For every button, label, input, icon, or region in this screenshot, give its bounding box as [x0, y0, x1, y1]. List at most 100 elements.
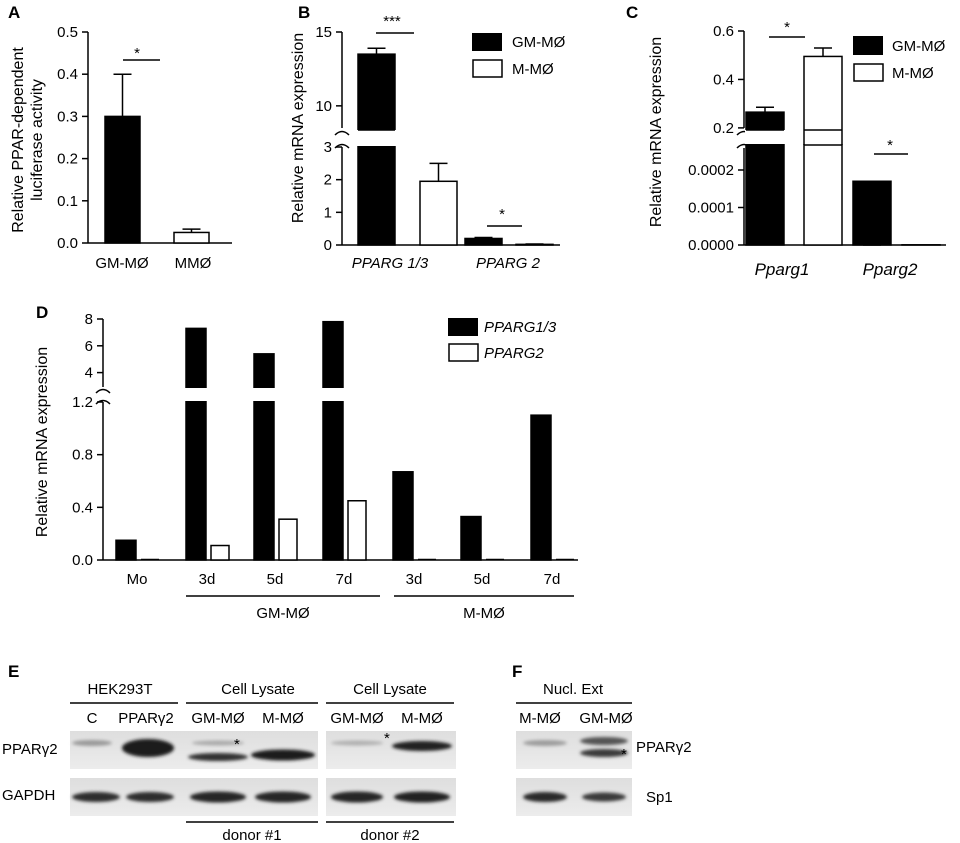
chart-d-ytick-label: 4 [85, 365, 93, 382]
chart-b-ytick-label: 0 [324, 237, 332, 254]
chart-d-bar [392, 471, 414, 561]
chart-d-ytick-label: 0.0 [72, 552, 93, 569]
chart-b-legend-swatch-filled [472, 33, 502, 51]
chart-d-xtick-label: 5d [474, 571, 491, 588]
chart-a-bar [104, 115, 141, 244]
chart-d-xtick-label: Mo [127, 571, 148, 588]
blot-e-donor-label: donor #1 [222, 827, 281, 843]
chart-c-xtick-label: Pparg2 [863, 260, 918, 279]
chart-b: Relative mRNA expression PPARG 1/3 PPARG… [290, 13, 566, 272]
blot-e-lane-label: C [87, 710, 98, 727]
chart-a-ytick-label: 0.4 [57, 66, 78, 83]
chart-d-ylabel: Relative mRNA expression [34, 347, 51, 537]
blot-e-group-label: Cell Lysate [353, 681, 427, 698]
chart-c-ytick-label: 0.2 [713, 120, 734, 137]
blot-e-row-label: PPARγ2 [2, 741, 58, 758]
chart-c-ytick-label: 0.6 [713, 23, 734, 40]
chart-d-xtick-label: 7d [336, 571, 353, 588]
blot-band [582, 792, 626, 802]
chart-b-legend-label: M-MØ [512, 61, 554, 78]
chart-b-xtick-label: PPARG 1/3 [352, 255, 429, 272]
chart-c-legend-label: M-MØ [892, 65, 934, 82]
chart-a-ytick-label: 0.0 [57, 235, 78, 252]
chart-d-bar [460, 515, 482, 561]
chart-d-bar [322, 320, 344, 561]
chart-d-xtick-label: 3d [199, 571, 216, 588]
blot-f-star: * [621, 746, 627, 763]
chart-d-break-gap [185, 388, 207, 401]
chart-c-break-gap [745, 130, 786, 144]
blot-e-lane-label: PPARγ2 [118, 710, 174, 727]
blot-e-star: * [384, 730, 390, 747]
chart-d-legend-label: PPARG1/3 [484, 319, 557, 336]
chart-d-xtick-label: 3d [406, 571, 423, 588]
blot-band [523, 792, 567, 802]
chart-b-xtick-label: PPARG 2 [476, 255, 541, 272]
blot-band [190, 791, 246, 803]
chart-a-ylabel-line2: luciferase activity [29, 79, 46, 201]
panel-label-a: A [8, 3, 20, 22]
chart-c-ylabel: Relative mRNA expression [648, 37, 665, 227]
chart-d-bar [253, 353, 275, 561]
chart-c-bar [803, 55, 843, 246]
chart-d-xtick-label: 7d [544, 571, 561, 588]
chart-b-significance: * [499, 206, 505, 223]
blot-band [392, 741, 452, 751]
chart-c-ytick-label: 0.0000 [688, 237, 734, 254]
blot-f-row-label: Sp1 [646, 789, 673, 806]
blot-e-group-label: Cell Lysate [221, 681, 295, 698]
chart-d-bar [347, 500, 367, 561]
panel-label-f: F [512, 662, 522, 681]
chart-d-group-label: GM-MØ [256, 605, 310, 622]
blot-band [580, 749, 628, 757]
chart-d-group-label: M-MØ [463, 605, 505, 622]
blot-band [331, 740, 383, 746]
blot-band [580, 737, 628, 745]
panel-label-c: C [626, 3, 638, 22]
blot-band [255, 791, 311, 803]
blot-f: Nucl. Ext M-MØ GM-MØ * PPARγ2 Sp1 [516, 681, 692, 816]
chart-b-ytick-label: 1 [324, 204, 332, 221]
chart-d-bar [210, 544, 230, 561]
chart-c-ytick-label: 0.4 [713, 71, 734, 88]
chart-c-xtick-label: Pparg1 [755, 260, 810, 279]
blot-e: HEK293T Cell Lysate Cell Lysate C PPARγ2… [2, 681, 456, 843]
blot-band [72, 740, 112, 746]
chart-a-xtick-label: GM-MØ [95, 255, 149, 272]
chart-d-ytick-label: 6 [85, 338, 93, 355]
blot-f-row-label: PPARγ2 [636, 739, 692, 756]
chart-c: Relative mRNA expression Pparg1 Pparg2 *… [648, 19, 946, 279]
blot-f-group-label: Nucl. Ext [543, 681, 604, 698]
chart-c-break-gap [803, 130, 844, 144]
blot-f-lane-label: GM-MØ [579, 710, 633, 727]
chart-d-bar [115, 539, 137, 561]
chart-a-ytick-label: 0.1 [57, 193, 78, 210]
chart-d-break-gap [253, 388, 275, 401]
chart-d-ytick-label: 1.2 [72, 394, 93, 411]
chart-d-legend-swatch-open [448, 343, 479, 362]
blot-e-donor-label: donor #2 [360, 827, 419, 843]
blot-band [72, 792, 120, 802]
chart-d: Relative mRNA expression PPARG1/3 PPARG2… [34, 311, 578, 622]
chart-b-ylabel: Relative mRNA expression [290, 33, 307, 223]
chart-a-xtick-label: MMØ [175, 255, 212, 272]
chart-c-ytick-label: 0.0001 [688, 200, 734, 217]
chart-b-bar [419, 180, 458, 246]
panel-label-e: E [8, 662, 19, 681]
chart-a: Relative PPAR-dependent luciferase activ… [10, 24, 232, 272]
chart-a-significance: * [134, 45, 140, 62]
chart-d-ytick-label: 0.8 [72, 447, 93, 464]
chart-d-legend-swatch-filled [448, 318, 478, 336]
blot-band [331, 791, 383, 803]
chart-d-bar [185, 327, 207, 561]
blot-band [394, 791, 450, 803]
blot-band [188, 753, 248, 761]
chart-d-ytick-label: 8 [85, 311, 93, 328]
blot-band [122, 739, 174, 757]
blot-band [126, 792, 174, 802]
panel-label-d: D [36, 303, 48, 322]
blot-band [192, 740, 244, 746]
chart-b-ytick-label: 10 [315, 98, 332, 115]
chart-b-legend-swatch-open [472, 59, 503, 78]
chart-d-bar [530, 414, 552, 561]
